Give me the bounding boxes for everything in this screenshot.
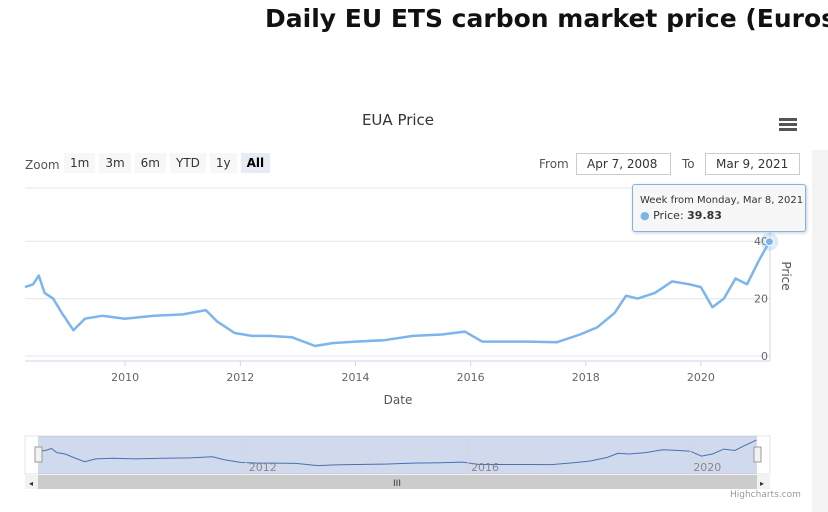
zoom-3m-button[interactable]: 3m [99, 153, 131, 173]
hamburger-menu-icon[interactable] [779, 118, 797, 134]
zoom-1y-button[interactable]: 1y [209, 153, 237, 173]
x-axis-title: Date [384, 393, 413, 407]
x-tick-label: 2016 [457, 371, 485, 384]
tooltip-value: 39.83 [687, 209, 722, 222]
zoom-ytd-button[interactable]: YTD [169, 153, 206, 173]
tooltip-series: Price: [653, 209, 688, 222]
y-axis-title: Price [779, 261, 793, 290]
zoom-1m-button[interactable]: 1m [64, 153, 96, 173]
navigator-left-handle[interactable] [34, 446, 43, 463]
scrollbar-grip-icon: III [393, 479, 401, 489]
scrollbar-thumb[interactable] [38, 475, 757, 489]
x-tick-label: 2012 [226, 371, 254, 384]
navigator-label: 2016 [471, 461, 499, 474]
zoom-all-button[interactable]: All [240, 153, 271, 173]
to-date-input[interactable]: Mar 9, 2021 [705, 153, 800, 175]
page-scrollbar[interactable] [812, 150, 828, 512]
x-tick-label: 2010 [111, 371, 139, 384]
navigator-label: 2012 [249, 461, 277, 474]
tooltip-header: Week from Monday, Mar 8, 2021 [640, 195, 804, 206]
from-label: From [539, 157, 569, 171]
navigator-label: 2020 [693, 461, 721, 474]
scroll-left-arrow-icon[interactable]: ◂ [29, 479, 33, 488]
credit-link[interactable]: Highcharts.com [730, 490, 801, 500]
hover-point [764, 237, 774, 247]
chart-title: EUA Price [361, 111, 435, 129]
navigator-right-handle[interactable] [753, 446, 762, 463]
y-tick-label: 0 [761, 350, 768, 363]
zoom-label: Zoom [25, 158, 60, 172]
y-tick-label: 20 [754, 293, 768, 306]
zoom-buttons: 1m 3m 6m YTD 1y All [64, 153, 271, 173]
x-tick-label: 2014 [341, 371, 369, 384]
navigator-bg [24, 435, 771, 475]
navigator-mask [38, 436, 757, 474]
from-date-input[interactable]: Apr 7, 2008 [576, 153, 671, 175]
zoom-6m-button[interactable]: 6m [134, 153, 166, 173]
price-line [24, 241, 771, 348]
to-label: To [682, 157, 695, 171]
page-title: Daily EU ETS carbon market price (Euros) [265, 4, 828, 33]
x-tick-label: 2018 [572, 371, 600, 384]
navigator-line [37, 439, 757, 467]
x-tick-label: 2020 [687, 371, 715, 384]
tooltip: Week from Monday, Mar 8, 2021 ● Price: 3… [632, 184, 806, 232]
scroll-right-arrow-icon[interactable]: ▸ [760, 479, 764, 488]
y-tick-label: 40 [754, 235, 768, 248]
series-dot-icon: ● [640, 209, 650, 222]
